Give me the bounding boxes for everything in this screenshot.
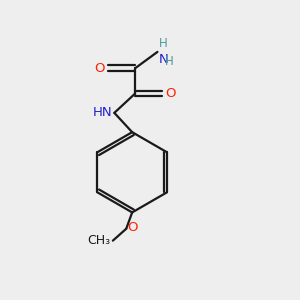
- Text: H: H: [165, 56, 174, 68]
- Text: O: O: [128, 221, 138, 234]
- Text: N: N: [159, 53, 169, 66]
- Text: HN: HN: [92, 106, 112, 119]
- Text: H: H: [159, 37, 168, 50]
- Text: O: O: [94, 62, 105, 75]
- Text: CH₃: CH₃: [87, 234, 110, 247]
- Text: O: O: [166, 87, 176, 100]
